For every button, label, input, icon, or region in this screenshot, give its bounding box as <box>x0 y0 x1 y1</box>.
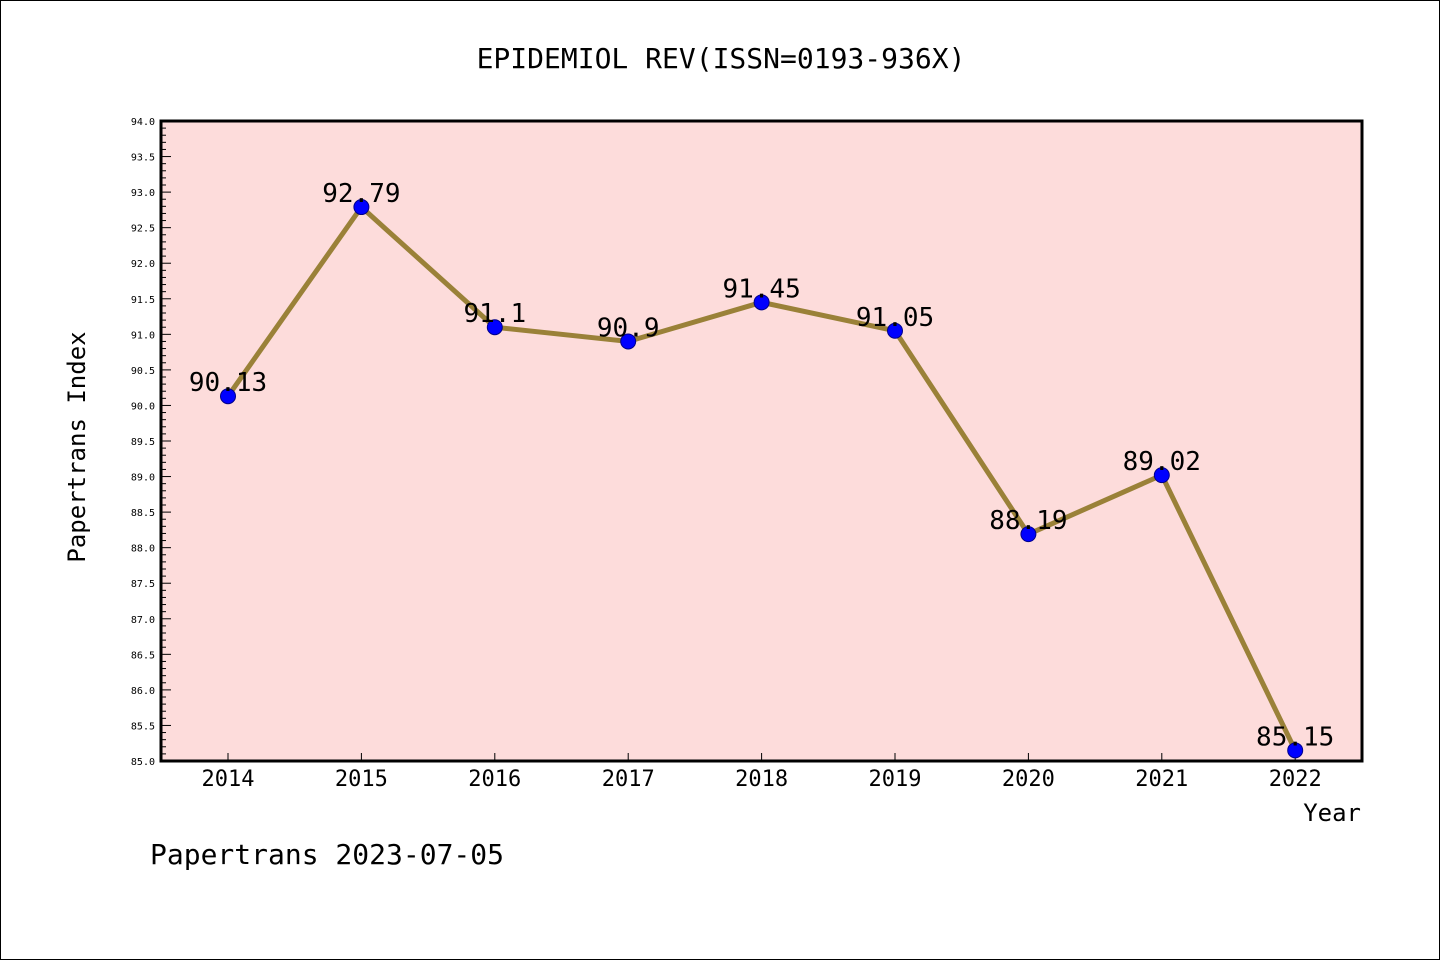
data-point <box>1153 467 1170 484</box>
data-point <box>620 333 637 350</box>
y-tick-label: 85.5 <box>131 721 155 732</box>
data-label: 91.1 <box>463 299 526 329</box>
data-label: 92.79 <box>322 179 400 209</box>
y-tick-label: 91.0 <box>131 330 155 341</box>
chart-title: EPIDEMIOL REV(ISSN=0193-936X) <box>477 42 966 75</box>
y-tick-label: 92.5 <box>131 224 155 235</box>
y-tick-label: 89.5 <box>131 437 155 448</box>
data-point <box>1020 526 1037 543</box>
x-axis: 2014 2015 2016 2017 2018 2019 2020 2021 2022 <box>202 753 1322 792</box>
y-axis-label: Papertrans Index <box>63 331 91 562</box>
y-tick-label: 85.0 <box>131 757 155 768</box>
x-tick-label: 2015 <box>335 767 388 792</box>
data-label: 91.05 <box>856 303 934 333</box>
data-point <box>486 319 503 336</box>
y-tick-label: 90.5 <box>131 366 155 377</box>
y-tick-label: 86.5 <box>131 650 155 661</box>
y-tick-label: 86.0 <box>131 686 155 697</box>
y-tick-label: 93.0 <box>131 188 155 199</box>
y-tick-label: 88.0 <box>131 544 155 555</box>
x-tick-label: 2014 <box>202 767 255 792</box>
data-point <box>753 294 770 311</box>
footer-text: Papertrans 2023-07-05 <box>150 838 504 871</box>
y-tick-label: 91.5 <box>131 295 155 306</box>
data-label: 85.15 <box>1256 722 1334 752</box>
y-tick-label: 93.5 <box>131 153 155 164</box>
y-tick-label: 94.0 <box>131 117 155 128</box>
y-axis: 85.0 85.5 86.0 86.5 87.0 87.5 88.0 88.5 89.0 89.5… <box>131 117 171 768</box>
x-tick-label: 2019 <box>869 767 922 792</box>
plot-area <box>159 119 1364 763</box>
data-point <box>220 388 236 405</box>
x-tick-label: 2016 <box>468 767 521 792</box>
x-axis-label: Year <box>1303 799 1361 827</box>
data-point <box>887 322 903 339</box>
data-point <box>1287 742 1304 759</box>
y-tick-label: 89.0 <box>131 473 155 484</box>
data-label: 91.45 <box>722 274 800 304</box>
data-labels-layer: 90.13 92.79 91.1 90.9 91.45 91.05 88.19 89.02 85… <box>189 179 1334 752</box>
data-point <box>353 199 370 216</box>
data-label: 89.02 <box>1123 447 1201 477</box>
y-tick-label: 88.5 <box>131 508 155 519</box>
x-tick-label: 2018 <box>735 767 788 792</box>
data-label: 90.9 <box>597 313 660 343</box>
y-tick-label: 87.5 <box>131 579 155 590</box>
y-tick-label: 90.0 <box>131 401 155 412</box>
y-tick-label: 92.0 <box>131 259 155 270</box>
x-tick-label: 2017 <box>602 767 655 792</box>
series-layer <box>220 199 1304 759</box>
data-label: 88.19 <box>989 506 1067 536</box>
x-tick-label: 2022 <box>1269 767 1322 792</box>
x-tick-label: 2020 <box>1002 767 1055 792</box>
x-tick-label: 2021 <box>1135 767 1188 792</box>
y-tick-label: 87.0 <box>131 615 155 626</box>
data-label: 90.13 <box>189 368 267 398</box>
